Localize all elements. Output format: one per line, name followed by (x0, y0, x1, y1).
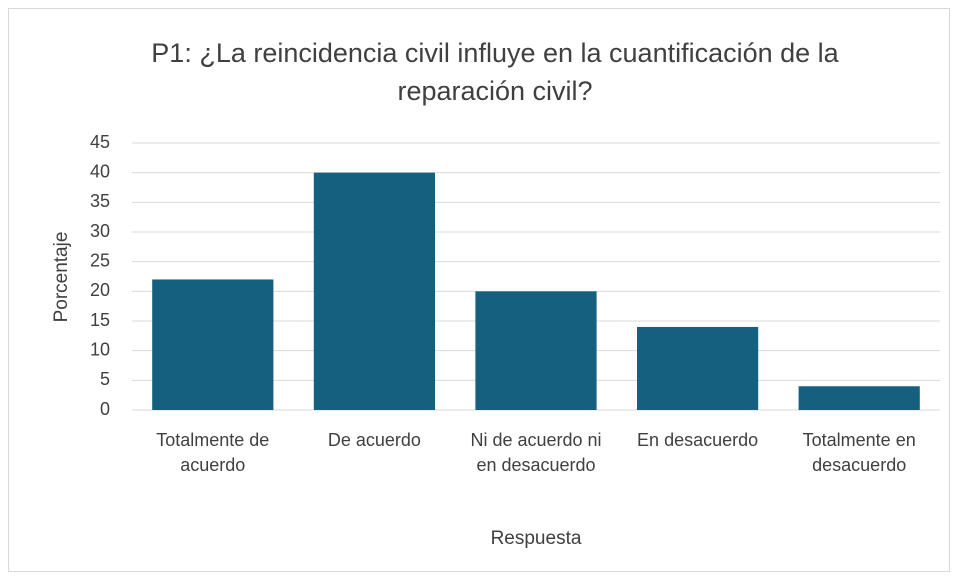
y-tick-label: 10 (90, 339, 110, 359)
x-tick-label: Ni de acuerdo ni en desacuerdo (470, 430, 602, 475)
y-tick-label: 5 (100, 369, 110, 389)
x-tick-label: En desacuerdo (637, 430, 759, 450)
y-axis-label: Porcentaje (51, 232, 72, 323)
chart-border (8, 8, 950, 572)
chart-title: P1: ¿La reincidencia civil influye en la… (151, 38, 839, 106)
y-tick-label: 0 (100, 399, 110, 419)
y-tick-label: 15 (90, 310, 110, 330)
bar (798, 386, 920, 410)
x-tick-label: Totalmente en desacuerdo (802, 430, 916, 475)
bar (313, 172, 435, 410)
x-axis-label: Respuesta (490, 528, 582, 549)
bar (475, 291, 597, 410)
x-tick-label: De acuerdo (327, 430, 421, 450)
y-tick-label: 45 (90, 132, 110, 152)
bar (152, 279, 274, 410)
bar (637, 326, 759, 410)
y-tick-label: 35 (90, 191, 110, 211)
y-tick-label: 25 (90, 250, 110, 270)
y-tick-label: 40 (90, 161, 110, 181)
y-tick-label: 30 (90, 221, 110, 241)
y-tick-label: 20 (90, 280, 110, 300)
x-tick-label: Totalmente de acuerdo (156, 430, 270, 475)
